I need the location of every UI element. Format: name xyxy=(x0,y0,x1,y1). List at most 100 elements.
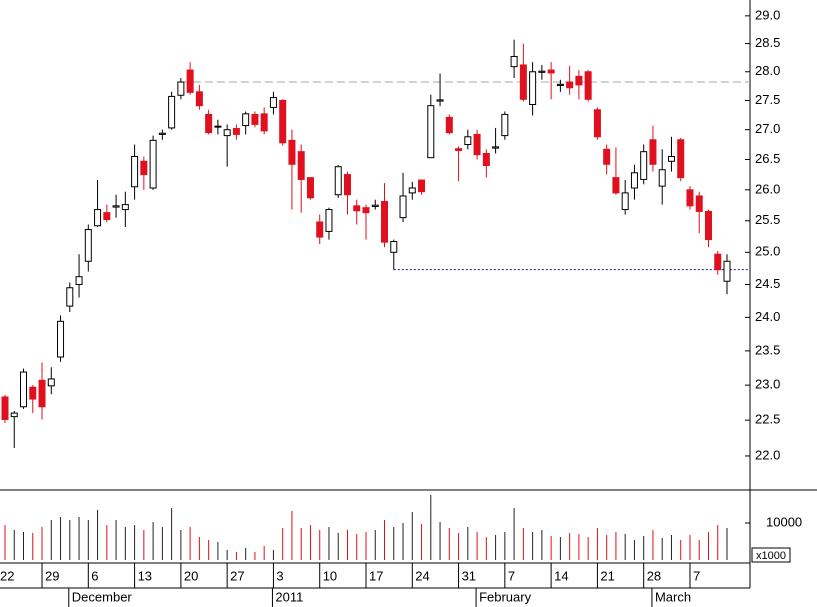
candle-body xyxy=(547,69,555,74)
candle-body xyxy=(121,204,129,211)
candle-body xyxy=(371,204,379,207)
candle-body xyxy=(538,70,546,73)
candle-body xyxy=(57,320,65,358)
candle-body xyxy=(492,146,500,149)
candle-body xyxy=(649,139,657,165)
candle-body xyxy=(399,195,407,219)
y-tick-label: 26.0 xyxy=(755,181,780,196)
x-tick-label: 24 xyxy=(415,568,429,583)
candle-body xyxy=(334,166,342,196)
candle-body xyxy=(297,151,305,180)
candle-body xyxy=(390,241,398,253)
x-tick-label: 7 xyxy=(508,568,515,583)
x-tick-label: 28 xyxy=(647,568,661,583)
candle-body xyxy=(177,81,185,96)
y2-tick-label: 10000 xyxy=(766,514,802,529)
unit-box xyxy=(751,547,791,563)
candle-body xyxy=(723,260,731,282)
candle-body xyxy=(640,151,648,180)
month-label: 2011 xyxy=(275,589,303,604)
candle-body xyxy=(677,139,685,179)
candle-body xyxy=(214,125,222,128)
candle-body xyxy=(353,205,361,212)
candle-body xyxy=(84,229,92,262)
y-tick-label: 25.0 xyxy=(755,244,780,259)
candle-body xyxy=(566,81,574,89)
candle-body xyxy=(325,209,333,232)
candle-body xyxy=(112,205,120,208)
candle-body xyxy=(316,221,324,238)
y-tick-label: 27.0 xyxy=(755,121,780,136)
candle-body xyxy=(38,379,46,408)
x-tick-label: 21 xyxy=(600,568,614,583)
candle-body xyxy=(381,201,389,243)
candle-body xyxy=(445,116,453,134)
x-tick-label: 31 xyxy=(462,568,476,583)
candle-body xyxy=(47,378,55,387)
y-tick-label: 27.5 xyxy=(755,92,780,107)
candle-body xyxy=(455,148,463,151)
candle-body xyxy=(158,132,166,135)
candle-body xyxy=(556,83,564,86)
candle-body xyxy=(593,109,601,138)
y-tick-label: 25.5 xyxy=(755,212,780,227)
candle-body xyxy=(704,210,712,241)
candle-body xyxy=(686,189,694,207)
candle-body xyxy=(94,209,102,227)
x-tick-label: 20 xyxy=(184,568,198,583)
candle-body xyxy=(575,75,583,86)
candle-body xyxy=(667,155,675,162)
candle-body xyxy=(464,136,472,146)
candle-body xyxy=(205,113,213,134)
y-tick-label: 29.0 xyxy=(755,7,780,22)
candle-body xyxy=(195,91,203,107)
candle-body xyxy=(343,174,351,196)
candle-body xyxy=(630,172,638,189)
candle-body xyxy=(362,207,370,214)
month-label: March xyxy=(655,589,691,604)
y-tick-label: 24.5 xyxy=(755,276,780,291)
candle-body xyxy=(306,177,314,199)
candle-body xyxy=(242,113,250,127)
x-tick-label: 13 xyxy=(138,568,152,583)
candle-body xyxy=(510,55,518,68)
candle-body xyxy=(168,95,176,129)
candle-body xyxy=(288,139,296,165)
x-tick-label: 7 xyxy=(693,568,700,583)
candle-body xyxy=(695,195,703,212)
candle-body xyxy=(140,160,148,176)
candle-body xyxy=(621,192,629,211)
candle-body xyxy=(436,99,444,102)
x-tick-label: 22 xyxy=(0,568,14,583)
candle-body xyxy=(20,371,28,408)
candle-body xyxy=(584,71,592,100)
candle-body xyxy=(714,253,722,271)
month-label: December xyxy=(72,589,133,604)
y-tick-label: 28.5 xyxy=(755,35,780,50)
x-tick-label: 10 xyxy=(323,568,337,583)
y-tick-label: 28.0 xyxy=(755,63,780,78)
candle-body xyxy=(75,276,83,285)
candle-body xyxy=(418,179,426,193)
candle-body xyxy=(473,133,481,156)
candle-body xyxy=(66,287,74,307)
candle-body xyxy=(612,177,620,194)
candle-body xyxy=(260,113,268,132)
x-tick-label: 29 xyxy=(45,568,59,583)
candle-body xyxy=(149,139,157,189)
candle-body xyxy=(501,113,509,137)
month-label: February xyxy=(479,589,532,604)
y-tick-label: 24.0 xyxy=(755,309,780,324)
candle-body xyxy=(10,412,18,418)
y-tick-label: 23.0 xyxy=(755,377,780,392)
x-tick-label: 27 xyxy=(230,568,244,583)
candle-body xyxy=(1,396,9,420)
candle-body xyxy=(482,152,490,166)
x-tick-label: 14 xyxy=(554,568,568,583)
candle-body xyxy=(529,71,537,106)
candle-body xyxy=(131,155,139,188)
candle-body xyxy=(103,212,111,221)
candle-body xyxy=(603,148,611,165)
volume-unit: x1000 xyxy=(756,550,786,562)
